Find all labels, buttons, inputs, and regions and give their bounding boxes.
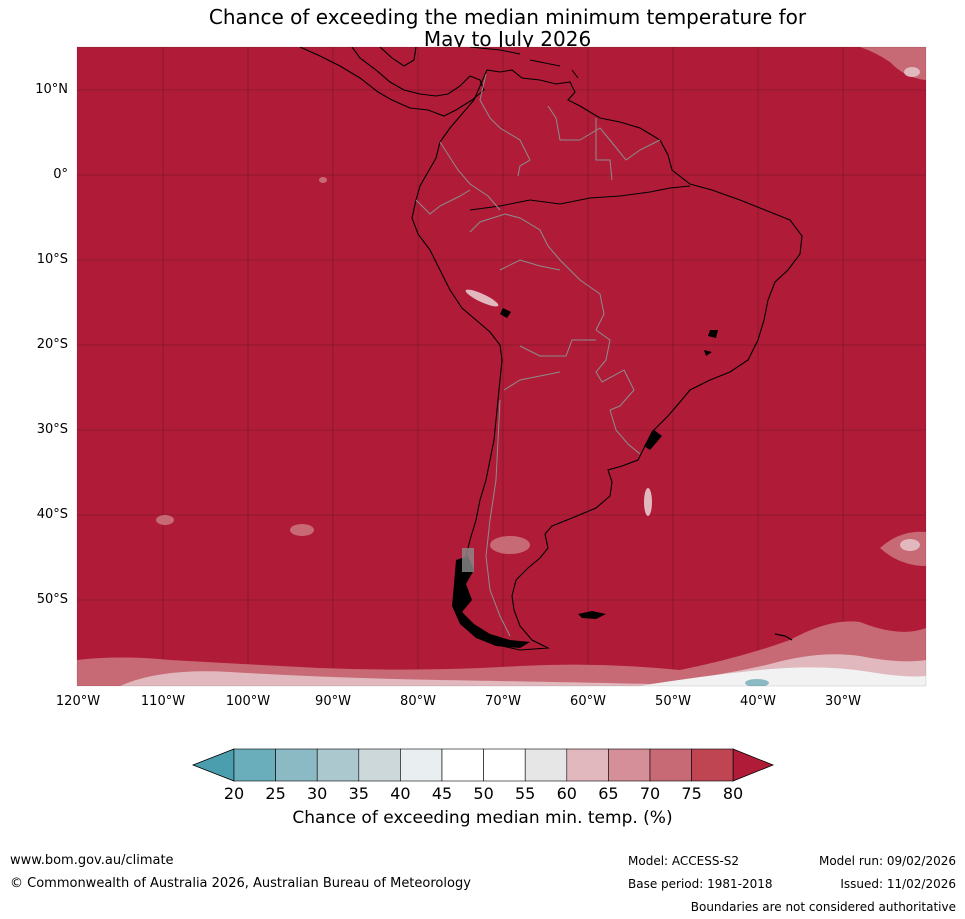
lon-label-90w: 90°W — [315, 694, 351, 709]
lon-label-70w: 70°W — [485, 694, 521, 709]
lon-label-110w: 110°W — [140, 694, 186, 709]
colorbar-seg-5 — [441, 748, 484, 782]
country-borders — [415, 73, 661, 637]
footer-disclaimer: Boundaries are not considered authoritat… — [690, 900, 956, 914]
patch-atlantic — [644, 488, 652, 516]
footer-base-period: Base period: 1981-2018 — [628, 877, 773, 891]
lat-label-0: 0° — [53, 167, 68, 182]
footer-model: Model: ACCESS-S2 — [628, 854, 740, 868]
patch-pacific-2 — [156, 515, 174, 525]
lon-label-50w: 50°W — [655, 694, 691, 709]
lon-label-80w: 80°W — [400, 694, 436, 709]
patch-pacific-1 — [290, 524, 314, 536]
footer-copyright: © Commonwealth of Australia 2026, Austra… — [10, 876, 471, 891]
lat-label-50s: 50°S — [36, 592, 68, 607]
ne-patch-60 — [904, 67, 920, 77]
colorbar-seg-3 — [358, 748, 401, 782]
graticule — [77, 47, 926, 686]
chilean-fjords-grey — [462, 548, 474, 572]
south-georgia — [774, 633, 793, 641]
map-title-line1: Chance of exceeding the median minimum t… — [208, 5, 807, 29]
colorbar-seg-1 — [275, 748, 318, 782]
colorbar-seg-0 — [233, 748, 276, 782]
footer-issued: Issued: 11/02/2026 — [840, 877, 956, 891]
colorbar-seg-4 — [400, 748, 443, 782]
lon-label-30w: 30°W — [825, 694, 861, 709]
colorbar-tick: 30 — [307, 784, 328, 803]
lat-label-20s: 20°S — [36, 337, 68, 352]
lat-label-40s: 40°S — [36, 507, 68, 522]
colorbar-seg-9 — [608, 748, 651, 782]
map-title-line2: May to July 2026 — [423, 27, 592, 51]
south-america-coastline — [411, 69, 803, 651]
colorbar-tick: 50 — [473, 784, 494, 803]
colorbar-over-arrow — [732, 748, 775, 782]
colorbar-tick: 80 — [722, 784, 744, 803]
chilean-fjords — [452, 556, 530, 648]
colorbar-seg-8 — [566, 748, 609, 782]
patch-galapagos — [319, 177, 327, 183]
colorbar-tick: 75 — [681, 784, 702, 803]
lon-label-100w: 100°W — [225, 694, 271, 709]
southern-band-70 — [77, 621, 926, 686]
lake-titicaca — [500, 308, 511, 318]
lon-label-60w: 60°W — [570, 694, 606, 709]
colorbar-tick: 25 — [265, 784, 286, 803]
colorbar-label: Chance of exceeding median min. temp. (%… — [292, 808, 673, 828]
lat-label-30s: 30°S — [36, 422, 68, 437]
lon-label-40w: 40°W — [740, 694, 776, 709]
colorbar-tick: 55 — [515, 784, 536, 803]
patch-patagonia — [490, 536, 530, 554]
yucatan-coastline — [379, 47, 417, 67]
lat-label-10n: 10°N — [35, 82, 68, 97]
colorbar-tick: 35 — [348, 784, 369, 803]
colorbar-tick: 40 — [390, 784, 411, 803]
brazil-reservoirs — [704, 330, 718, 356]
colorbar-seg-6 — [483, 748, 526, 782]
colorbar-tick: 45 — [431, 784, 453, 803]
map-frame — [76, 46, 927, 687]
colorbar-tick: 20 — [223, 784, 245, 803]
southern-low-patch — [745, 679, 769, 686]
lon-label-120w: 120°W — [55, 694, 101, 709]
colorbar-seg-11 — [691, 748, 734, 782]
colorbar-seg-7 — [524, 748, 568, 782]
central-america-coastline — [299, 47, 485, 117]
lat-label-10s: 10°S — [36, 252, 68, 267]
colorbar-tick: 70 — [639, 784, 661, 803]
colorbar-tick: 60 — [556, 784, 577, 803]
amazon-river — [469, 185, 691, 211]
caribbean-islands — [469, 47, 579, 79]
colorbar — [191, 748, 775, 782]
lagoa-patos — [644, 430, 662, 450]
colorbar-under-arrow — [191, 748, 235, 782]
colorbar-seg-10 — [649, 748, 692, 782]
footer-model-run: Model run: 09/02/2026 — [818, 854, 956, 868]
patch-andes — [465, 289, 499, 307]
colorbar-seg-2 — [316, 748, 360, 782]
colorbar-tick: 65 — [598, 784, 619, 803]
east-patch-60 — [900, 539, 920, 551]
falkland-islands — [578, 611, 606, 619]
southern-band-50 — [640, 667, 926, 686]
footer-url[interactable]: www.bom.gov.au/climate — [10, 853, 174, 868]
